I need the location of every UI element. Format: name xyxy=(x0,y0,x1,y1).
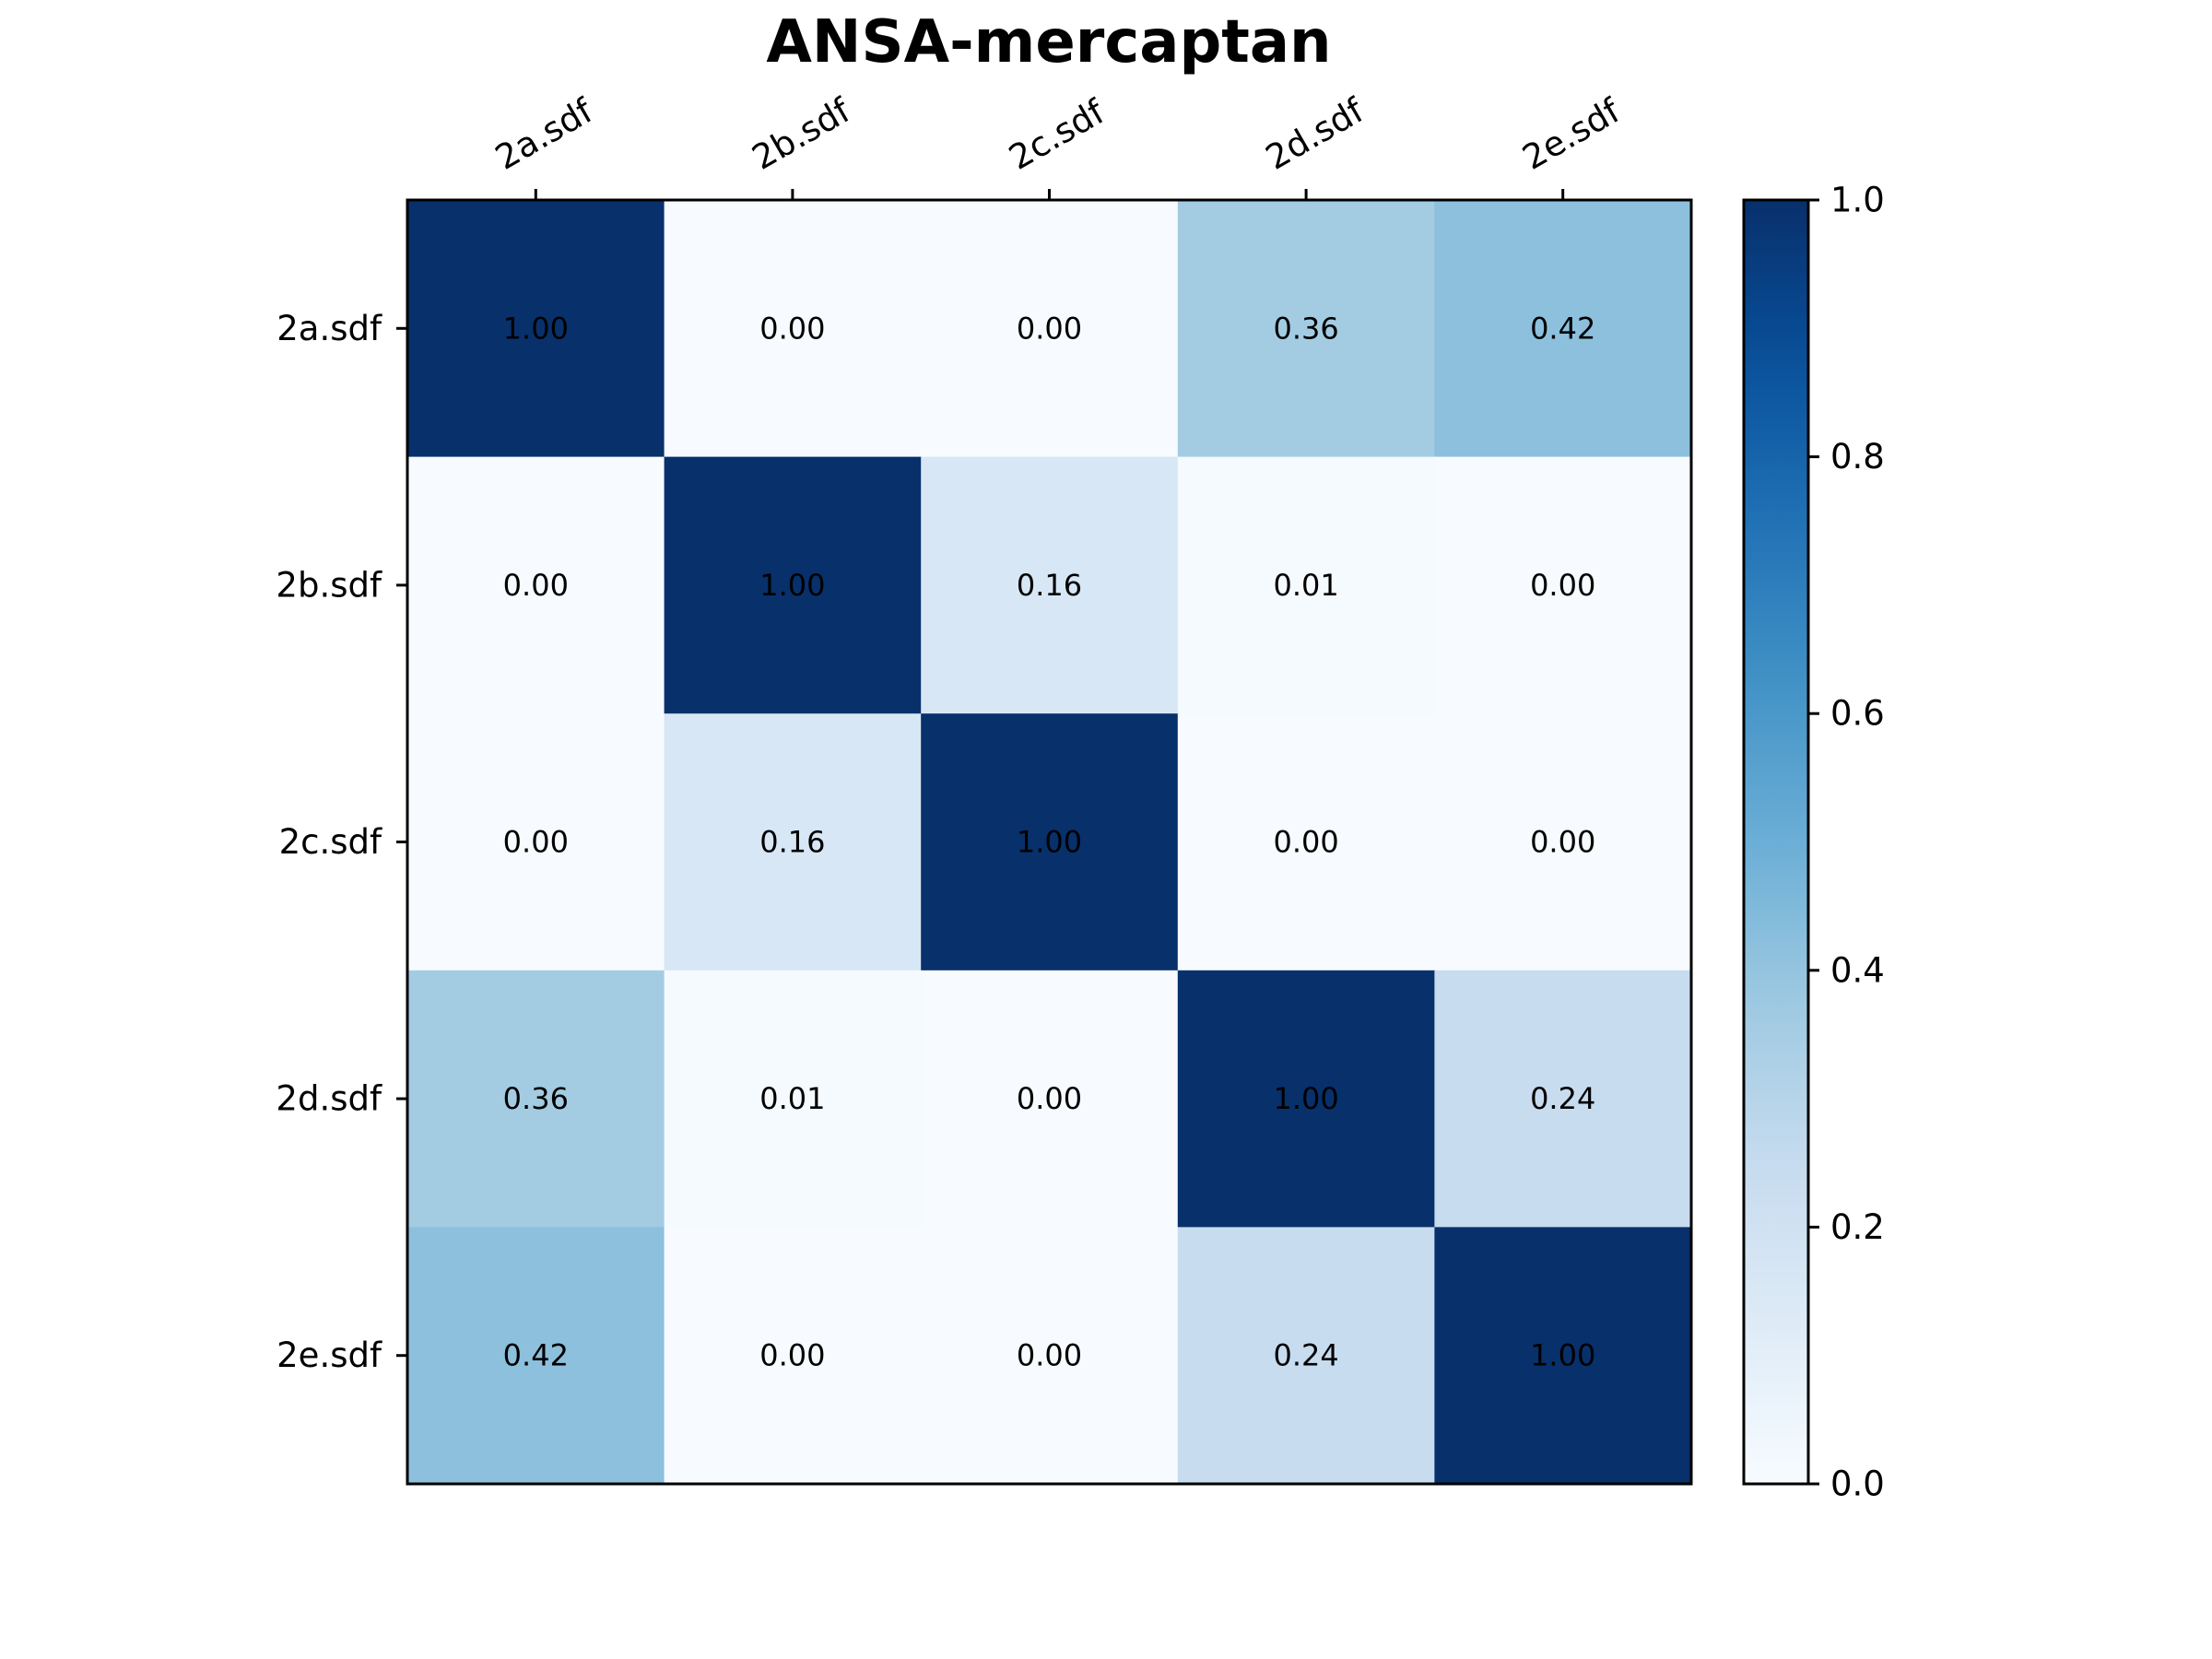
heatmap-cell xyxy=(407,1227,665,1485)
cell-value-label: 0.00 xyxy=(759,311,825,346)
colorbar-tick-label: 0.2 xyxy=(1830,1207,1885,1247)
colorbar-tick-label: 0.6 xyxy=(1830,694,1885,734)
cell-value-label: 0.00 xyxy=(1017,1081,1082,1116)
cell-value-label: 0.00 xyxy=(1017,1338,1082,1373)
heatmap-cells xyxy=(407,200,1692,1485)
heatmap-cell xyxy=(664,713,922,971)
heatmap-cell xyxy=(1177,713,1435,971)
cell-value-label: 0.00 xyxy=(503,568,569,603)
x-tick-label: 2d.sdf xyxy=(1259,90,1371,178)
heatmap-cell xyxy=(407,456,665,714)
cell-value-label: 0.42 xyxy=(503,1338,569,1373)
cell-value-label: 0.00 xyxy=(1530,825,1595,860)
cell-value-label: 0.00 xyxy=(1017,311,1082,346)
x-axis-ticks: 2a.sdf 2b.sdf 2c.sdf 2d.sdf 2e.sdf xyxy=(488,90,1628,200)
heatmap-cell xyxy=(664,456,922,714)
cell-value-label: 0.36 xyxy=(1273,311,1338,346)
heatmap-cell xyxy=(664,200,922,458)
y-tick-label: 2a.sdf xyxy=(276,309,382,348)
y-tick-label: 2c.sdf xyxy=(279,822,382,862)
heatmap-cell xyxy=(921,200,1179,458)
heatmap-cell-labels: 1.00 0.00 0.00 0.36 0.42 0.00 1.00 0.16 0.01 0.00… xyxy=(503,311,1596,1372)
heatmap-cell xyxy=(1434,970,1692,1228)
y-tick-label: 2b.sdf xyxy=(276,565,382,605)
heatmap-cell xyxy=(921,1227,1179,1485)
heatmap-cell xyxy=(1434,200,1692,458)
heatmap-cell xyxy=(1434,1227,1692,1485)
cell-value-label: 0.42 xyxy=(1530,311,1595,346)
x-tick-label: 2e.sdf xyxy=(1516,90,1628,178)
cell-value-label: 0.00 xyxy=(1530,568,1595,603)
heatmap-cell xyxy=(1177,200,1435,458)
heatmap-cell xyxy=(921,456,1179,714)
cell-value-label: 1.00 xyxy=(503,311,569,346)
heatmap-cell xyxy=(664,970,922,1228)
heatmap-cell xyxy=(921,713,1179,971)
colorbar-tick-label: 0.0 xyxy=(1830,1465,1885,1504)
cell-value-label: 0.16 xyxy=(759,825,825,860)
cell-value-label: 1.00 xyxy=(1530,1338,1595,1373)
y-tick-label: 2e.sdf xyxy=(276,1335,382,1375)
cell-value-label: 1.00 xyxy=(1273,1081,1338,1116)
colorbar-tick-label: 1.0 xyxy=(1830,181,1885,220)
cell-value-label: 0.24 xyxy=(1530,1081,1595,1116)
colorbar-tick-label: 0.4 xyxy=(1830,950,1885,990)
heatmap-frame xyxy=(406,198,1693,1486)
heatmap-cell xyxy=(1177,456,1435,714)
x-tick-label: 2c.sdf xyxy=(1003,91,1112,177)
heatmap-cell xyxy=(921,970,1179,1228)
x-tick-label: 2b.sdf xyxy=(746,90,858,178)
cell-value-label: 1.00 xyxy=(759,568,825,603)
heatmap-cell xyxy=(664,1227,922,1485)
cell-value-label: 0.00 xyxy=(503,825,569,860)
heatmap-cell xyxy=(1177,970,1435,1228)
cell-value-label: 0.00 xyxy=(1273,825,1338,860)
colorbar: 0.0 0.2 0.4 0.6 0.8 1.0 xyxy=(1742,181,1885,1504)
heatmap-cell xyxy=(407,970,665,1228)
heatmap-cell xyxy=(1434,456,1692,714)
heatmap-cell xyxy=(407,200,665,458)
colorbar-tick-label: 0.8 xyxy=(1830,437,1885,477)
cell-value-label: 0.16 xyxy=(1017,568,1082,603)
y-tick-label: 2d.sdf xyxy=(276,1079,382,1119)
chart-title: ANSA-mercaptan xyxy=(766,8,1331,76)
cell-value-label: 0.01 xyxy=(1273,568,1338,603)
colorbar-gradient xyxy=(1742,198,1810,1486)
cell-value-label: 1.00 xyxy=(1017,825,1082,860)
cell-value-label: 0.01 xyxy=(759,1081,825,1116)
cell-value-label: 0.00 xyxy=(759,1338,825,1373)
heatmap-cell xyxy=(1177,1227,1435,1485)
x-tick-label: 2a.sdf xyxy=(488,90,600,178)
cell-value-label: 0.24 xyxy=(1273,1338,1338,1373)
cell-value-label: 0.36 xyxy=(503,1081,569,1116)
heatmap-cell xyxy=(407,713,665,971)
y-axis-ticks: 2a.sdf 2b.sdf 2c.sdf 2d.sdf 2e.sdf xyxy=(276,309,407,1375)
heatmap-cell xyxy=(1434,713,1692,971)
